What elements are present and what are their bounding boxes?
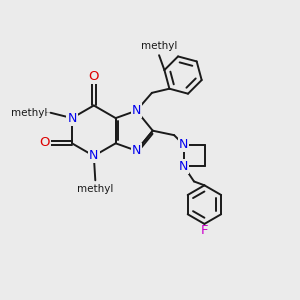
Text: N: N bbox=[179, 160, 188, 172]
Text: F: F bbox=[201, 224, 208, 237]
Text: methyl: methyl bbox=[141, 41, 177, 51]
Text: methyl: methyl bbox=[11, 108, 47, 118]
Text: N: N bbox=[179, 138, 188, 151]
Text: O: O bbox=[88, 70, 99, 83]
Text: N: N bbox=[67, 112, 77, 124]
Text: methyl: methyl bbox=[77, 184, 113, 194]
Text: N: N bbox=[132, 144, 141, 157]
Text: methyl: methyl bbox=[46, 112, 51, 113]
Text: N: N bbox=[89, 149, 98, 162]
Text: N: N bbox=[132, 104, 141, 117]
Text: O: O bbox=[39, 136, 50, 149]
